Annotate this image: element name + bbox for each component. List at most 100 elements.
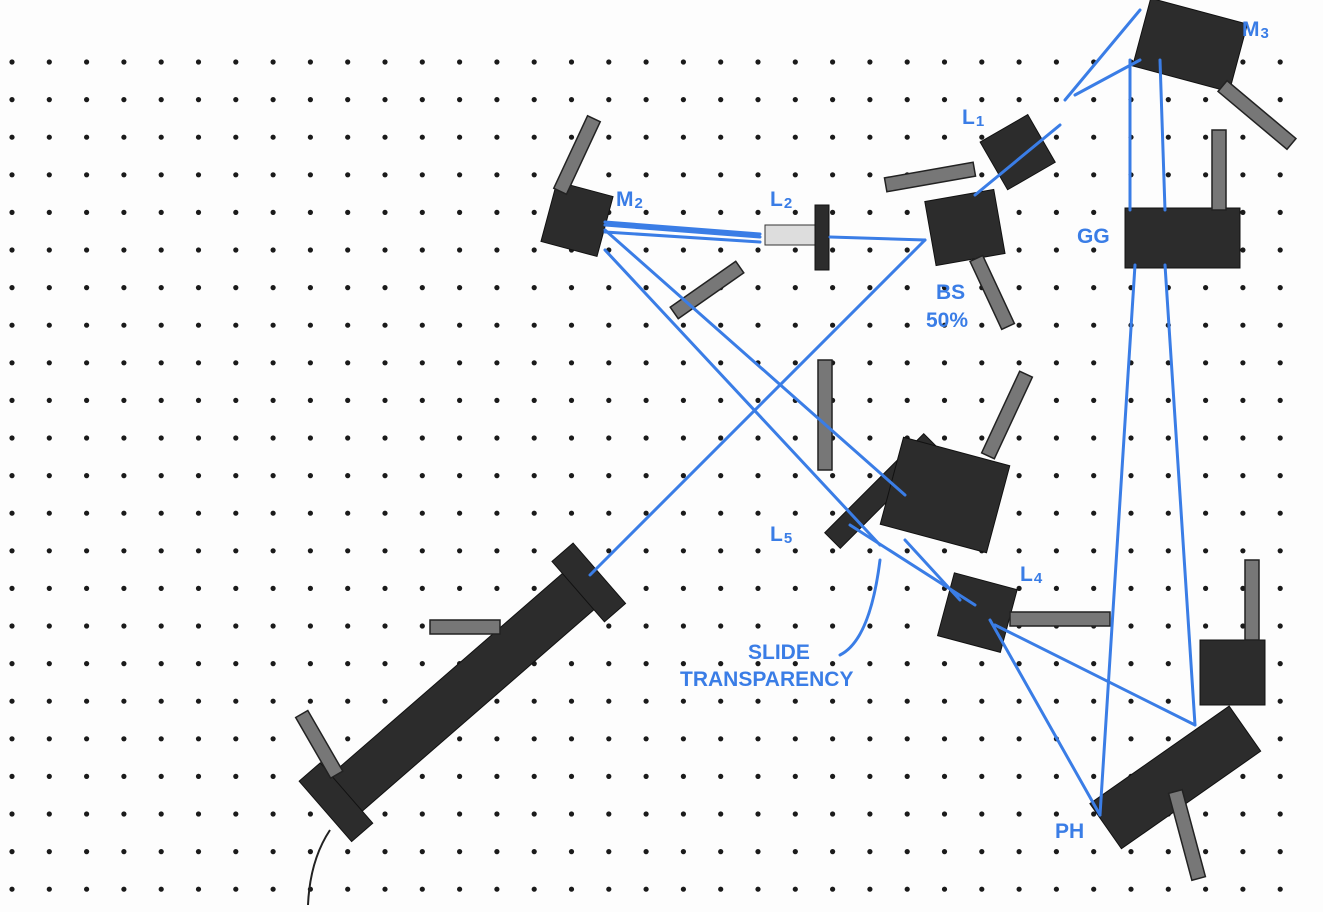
hole — [345, 172, 351, 178]
hole — [46, 736, 52, 742]
hole — [9, 811, 15, 817]
hole — [867, 134, 873, 140]
hole — [84, 623, 90, 629]
hole — [121, 849, 127, 855]
hole — [345, 736, 351, 742]
hole — [419, 134, 425, 140]
hole — [867, 585, 873, 592]
hole — [1277, 548, 1283, 554]
hole — [606, 886, 612, 892]
hole — [233, 247, 239, 253]
hole — [904, 247, 910, 253]
hole — [270, 473, 276, 479]
hole — [792, 473, 798, 479]
pointer-arrow — [838, 558, 882, 657]
label-main: L — [770, 523, 783, 546]
hole — [792, 698, 798, 704]
label: L2 — [770, 188, 792, 212]
hole — [979, 773, 985, 780]
hole — [121, 209, 127, 215]
hole — [1016, 59, 1022, 65]
hole — [419, 247, 425, 253]
hole — [307, 811, 313, 817]
hole — [979, 59, 985, 65]
hole — [84, 510, 90, 516]
hole — [643, 548, 649, 554]
hole — [457, 473, 463, 479]
components — [294, 0, 1298, 906]
hole — [1277, 736, 1283, 742]
hole — [9, 134, 15, 140]
hole — [643, 59, 649, 65]
hole — [941, 397, 948, 403]
hole — [606, 322, 612, 328]
hole — [643, 97, 649, 103]
hole — [531, 736, 537, 742]
hole — [195, 886, 202, 892]
hole — [755, 623, 761, 629]
hole — [382, 510, 388, 516]
hole — [382, 285, 388, 291]
hole — [830, 97, 836, 103]
hole — [195, 661, 202, 667]
hole — [382, 322, 388, 328]
hole — [643, 172, 649, 178]
hole — [46, 59, 52, 65]
laser — [298, 542, 627, 843]
hole — [345, 134, 351, 140]
hole — [1128, 623, 1134, 629]
hole — [1053, 285, 1059, 291]
hole — [195, 397, 202, 403]
hole — [904, 134, 910, 140]
hole — [46, 623, 52, 629]
hole — [1128, 736, 1134, 742]
hole — [233, 510, 239, 516]
hole — [1203, 397, 1209, 403]
hole — [307, 623, 313, 629]
hole — [755, 247, 761, 253]
hole — [345, 285, 351, 291]
hole — [1016, 585, 1022, 592]
hole — [121, 247, 127, 253]
hole — [9, 435, 15, 441]
hole — [904, 886, 910, 892]
hole — [419, 773, 425, 780]
hole — [755, 397, 761, 403]
hole — [568, 849, 575, 855]
hole — [1091, 209, 1097, 215]
hole — [233, 285, 239, 291]
hole — [979, 397, 985, 403]
hole — [1091, 473, 1097, 479]
hole — [307, 849, 313, 855]
hole — [345, 473, 351, 479]
hole — [457, 322, 463, 328]
hole — [233, 811, 239, 817]
post-arm — [969, 254, 1016, 331]
hole — [9, 397, 15, 403]
hole — [568, 97, 575, 103]
hole — [1091, 773, 1097, 780]
hole — [121, 623, 127, 629]
hole — [718, 886, 724, 892]
hole — [233, 773, 239, 780]
hole — [1203, 510, 1209, 516]
hole — [830, 548, 836, 554]
hole — [1240, 548, 1246, 554]
hole — [830, 886, 836, 892]
hole — [680, 397, 687, 403]
hole — [718, 773, 724, 780]
hole — [568, 736, 575, 742]
hole — [270, 661, 276, 667]
hole — [718, 811, 724, 817]
hole — [531, 849, 537, 855]
hole — [158, 397, 164, 403]
hole — [1128, 886, 1134, 892]
hole — [606, 623, 612, 629]
hole — [195, 285, 202, 291]
hole — [531, 134, 537, 140]
hole — [568, 397, 575, 403]
hole — [46, 134, 52, 140]
hole — [755, 134, 761, 140]
hole — [419, 473, 425, 479]
